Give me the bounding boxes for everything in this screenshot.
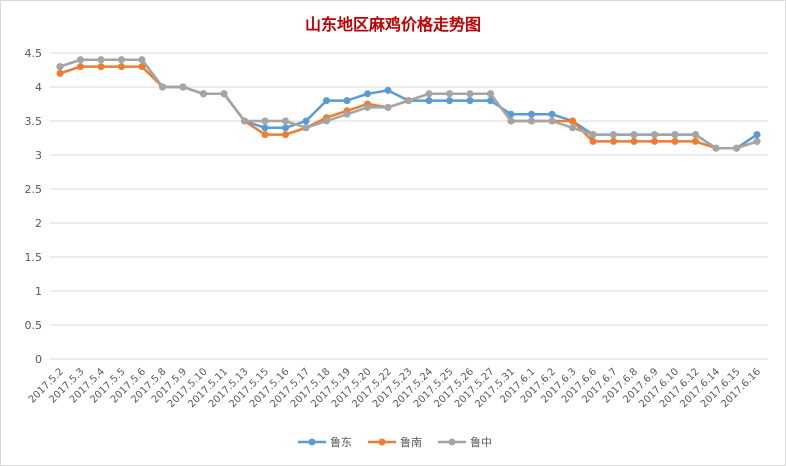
data-point [302, 117, 310, 125]
data-point [589, 137, 597, 145]
data-point [753, 131, 761, 139]
data-point [261, 117, 269, 125]
y-tick-label: 3 [35, 149, 42, 162]
data-point [261, 124, 269, 132]
data-point [384, 86, 392, 94]
data-point [56, 69, 64, 77]
data-point [384, 103, 392, 111]
data-point [364, 90, 371, 98]
data-point [692, 131, 699, 139]
data-point [425, 90, 433, 98]
y-tick-label: 1.5 [25, 251, 43, 264]
data-point [323, 117, 330, 125]
data-point [712, 144, 720, 152]
data-point [77, 63, 84, 71]
legend: 鲁东 鲁南 鲁中 [298, 435, 492, 449]
data-point [466, 97, 474, 105]
data-point [466, 90, 474, 98]
data-point [630, 137, 638, 145]
data-point [507, 117, 515, 125]
data-point [569, 117, 576, 125]
series-3 [56, 56, 761, 152]
chart-title: 山东地区麻鸡价格走势图 [305, 15, 481, 34]
y-tick-label: 4.5 [25, 47, 43, 60]
data-point [220, 90, 228, 98]
data-point [97, 63, 105, 71]
data-point [179, 83, 187, 91]
data-point [138, 56, 146, 64]
series-group [56, 56, 761, 152]
legend-marker [378, 438, 386, 446]
legend-label: 鲁东 [330, 435, 352, 449]
y-tick-label: 2.5 [25, 183, 43, 196]
y-tick-label: 0.5 [25, 319, 43, 332]
data-point [364, 103, 371, 111]
data-point [548, 117, 556, 125]
legend-label: 鲁南 [400, 435, 422, 449]
data-point [97, 56, 105, 64]
data-point [487, 90, 494, 98]
data-point [569, 124, 576, 132]
data-point [323, 97, 330, 105]
data-point [282, 117, 289, 125]
data-point [200, 90, 207, 98]
data-point [138, 63, 146, 71]
data-point [692, 137, 699, 145]
y-tick-label: 2 [35, 217, 42, 230]
legend-item: 鲁南 [368, 435, 422, 449]
data-point [282, 131, 289, 139]
y-tick-label: 1 [35, 285, 42, 298]
data-point [610, 137, 617, 145]
y-tick-label: 0 [35, 353, 42, 366]
data-point [425, 97, 433, 105]
data-point [282, 124, 289, 132]
data-point [77, 56, 84, 64]
data-point [56, 63, 64, 71]
data-point [548, 110, 556, 118]
data-point [610, 131, 617, 139]
y-tick-label: 3.5 [25, 115, 43, 128]
legend-marker [448, 438, 456, 446]
data-point [753, 137, 761, 145]
data-point [343, 110, 351, 118]
y-tick-label: 4 [35, 81, 42, 94]
data-point [671, 137, 679, 145]
data-point [118, 56, 125, 64]
legend-label: 鲁中 [470, 435, 492, 449]
data-point [302, 124, 310, 132]
data-point [446, 90, 453, 98]
data-point [118, 63, 125, 71]
data-point [589, 131, 597, 139]
data-point [446, 97, 453, 105]
data-point [487, 97, 494, 105]
data-point [528, 110, 535, 118]
data-point [159, 83, 166, 91]
data-point [241, 117, 248, 125]
data-point [528, 117, 535, 125]
data-point [733, 144, 740, 152]
data-point [671, 131, 679, 139]
legend-item: 鲁东 [298, 435, 352, 449]
data-point [651, 131, 658, 139]
data-point [507, 110, 515, 118]
data-point [651, 137, 658, 145]
legend-marker [308, 438, 316, 446]
data-point [630, 131, 638, 139]
legend-item: 鲁中 [438, 435, 492, 449]
data-point [405, 97, 412, 105]
y-axis-ticks: 0 0.5 1 1.5 2 2.5 3 3.5 4 4.5 [25, 47, 43, 366]
data-point [343, 97, 351, 105]
data-point [261, 131, 269, 139]
